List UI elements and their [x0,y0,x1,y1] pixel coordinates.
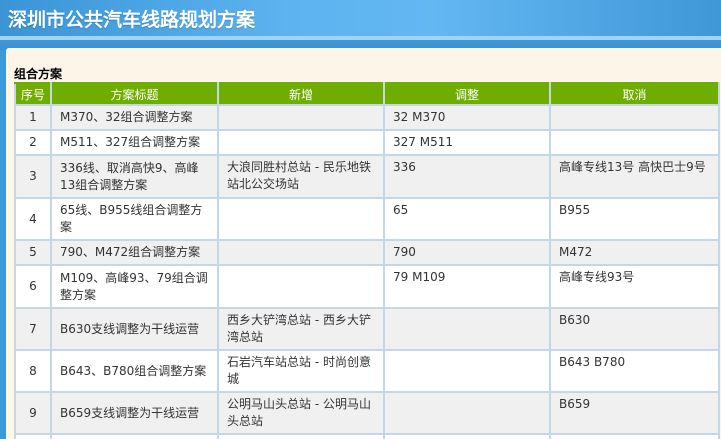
col-header-num: 序号 [14,82,52,106]
cell-title: M109、高峰93、79组合调整方案 [50,264,219,309]
cell-title: B659支线调整为干线运营 [50,391,219,435]
cell-title: 790、M472组合调整方案 [50,239,219,266]
cell-num: 10 [14,433,52,439]
table-header-row: 序号 方案标题 新增 调整 取消 [14,82,720,106]
cell-adjust: 65 [383,197,551,241]
table-row: 5 790、M472组合调整方案 790 M472 [14,239,720,266]
cell-cancel: B643 B780 [549,349,720,393]
header-band [0,40,721,50]
col-header-title: 方案标题 [50,82,219,106]
cell-adjust: 79 M109 [383,264,551,309]
col-header-cancel: 取消 [549,82,720,106]
cell-cancel: B659 [549,391,720,435]
table-row: 10B966、B660组合调整方案 B966B660 [14,433,720,439]
cell-num: 3 [14,154,52,199]
cell-cancel [549,104,720,131]
cell-adjust: 327 M511 [383,129,551,156]
cell-num: 8 [14,349,52,393]
cell-num: 2 [14,129,52,156]
cell-num: 9 [14,391,52,435]
table-row: 8 B643、B780组合调整方案 石岩汽车站总站 - 时尚创意城 B643 B780 [14,349,720,393]
cell-cancel: 高峰专线93号 [549,264,720,309]
cell-title: B630支线调整为干线运营 [50,307,219,351]
cell-adjust: 32 M370 [383,104,551,131]
cell-num: 5 [14,239,52,266]
cell-cancel [549,129,720,156]
cell-add: 大浪同胜村总站 - 民乐地铁站北公交场站 [217,154,385,199]
cell-adjust [383,307,551,351]
header-divider [0,36,721,40]
cell-adjust: 336 [383,154,551,199]
cell-add: 公明马山头总站 - 公明马山头总站 [217,391,385,435]
cell-num: 4 [14,197,52,241]
cell-title: M511、327组合调整方案 [50,129,219,156]
cell-add [217,197,385,241]
cell-title: 336线、取消高快9、高峰13组合调整方案 [50,154,219,199]
col-header-add: 新增 [217,82,385,106]
cell-cancel: B955 [549,197,720,241]
cell-add [217,264,385,309]
cell-num: 1 [14,104,52,131]
cell-add [217,433,385,439]
cell-num: 7 [14,307,52,351]
section-title: 组合方案 [14,67,63,81]
cell-title: M370、32组合调整方案 [50,104,219,131]
cell-adjust [383,391,551,435]
cell-adjust: 790 [383,239,551,266]
table-row: 6 M109、高峰93、79组合调整方案 79 M109 高峰专线93号 [14,264,720,309]
cell-add: 石岩汽车站总站 - 时尚创意城 [217,349,385,393]
cell-title: 65线、B955线组合调整方案 [50,197,219,241]
cell-title: B643、B780组合调整方案 [50,349,219,393]
cell-title: B966、B660组合调整方案 [50,433,219,439]
cell-cancel: 高峰专线13号 高快巴士9号 [549,154,720,199]
cell-adjust: B966 [383,433,551,439]
table-row: 9 B659支线调整为干线运营 公明马山头总站 - 公明马山头总站 B659 [14,391,720,435]
col-header-adjust: 调整 [383,82,551,106]
table-row: 4 65线、B955线组合调整方案 65 B955 [14,197,720,241]
page-title: 深圳市公共汽车线路规划方案 [8,9,256,31]
plan-table: 序号 方案标题 新增 调整 取消 1 M370、32组合调整方案 32 M370 2 M… [14,82,720,439]
cell-adjust [383,349,551,393]
cell-num: 6 [14,264,52,309]
table-row: 2 M511、327组合调整方案 327 M511 [14,129,720,156]
cell-add: 西乡大铲湾总站 - 西乡大铲湾总站 [217,307,385,351]
cell-add [217,104,385,131]
cell-cancel: B660 [549,433,720,439]
cell-cancel: B630 [549,307,720,351]
page-header: 深圳市公共汽车线路规划方案 [0,0,721,36]
cell-add [217,129,385,156]
cell-add [217,239,385,266]
table-row: 3 336线、取消高快9、高峰13组合调整方案 大浪同胜村总站 - 民乐地铁站北公交… [14,154,720,199]
cell-cancel: M472 [549,239,720,266]
table-row: 1 M370、32组合调整方案 32 M370 [14,104,720,131]
table-row: 7 B630支线调整为干线运营 西乡大铲湾总站 - 西乡大铲湾总站 B630 [14,307,720,351]
